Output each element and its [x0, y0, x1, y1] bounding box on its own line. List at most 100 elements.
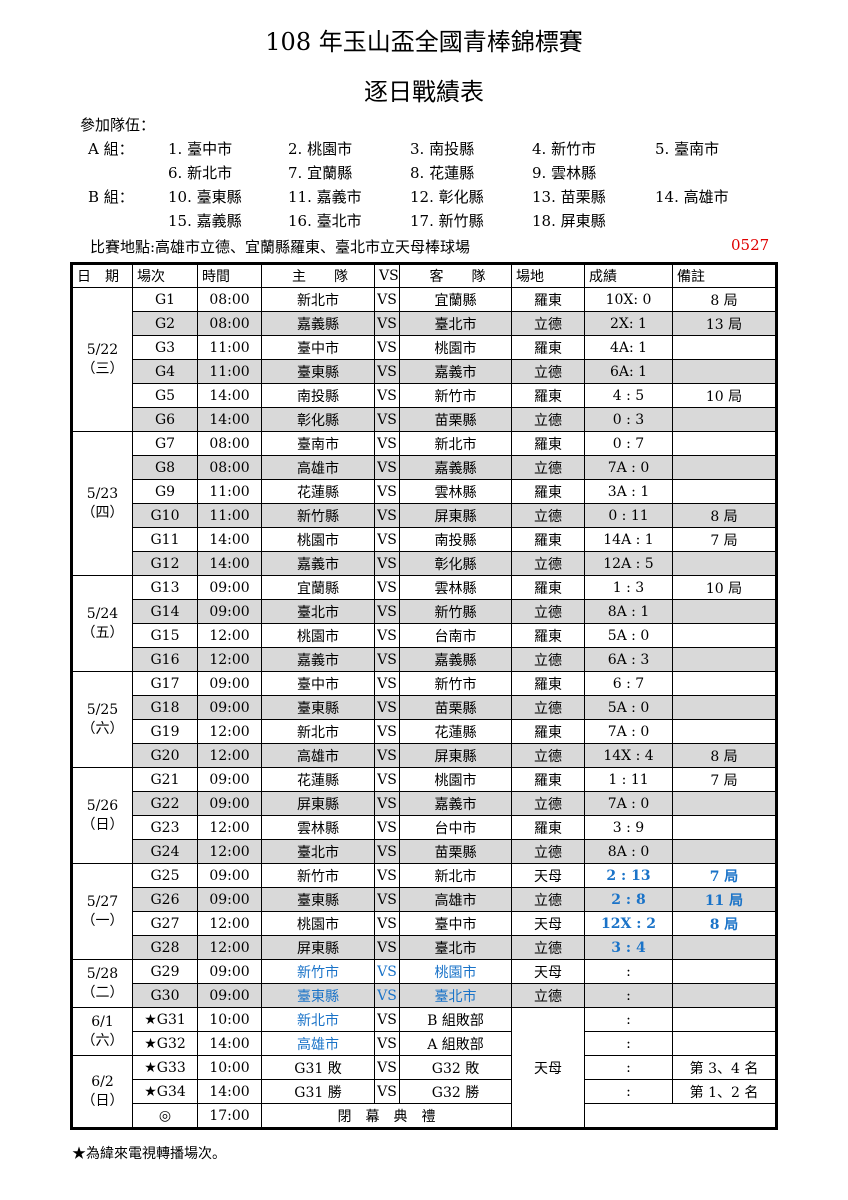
table-row: 6/2 （日） ★G33 10:00 G31 敗 VS G32 敗:第 3、4 名 — [71, 1055, 777, 1129]
score: 4 : 5 — [584, 383, 673, 408]
vs: VS — [374, 839, 400, 864]
game-time: 14:00 — [197, 1079, 262, 1104]
home-team: 臺北市 — [261, 839, 375, 864]
game-time: 12:00 — [197, 647, 262, 672]
home-team: 新北市 — [261, 1007, 375, 1032]
game-time: 14:00 — [197, 383, 262, 408]
table-row: G12 14:00 嘉義市 VS 彰化縣 立德 12A : 5 — [72, 551, 777, 576]
game-time: 12:00 — [197, 815, 262, 840]
game-id: G11 — [132, 527, 198, 552]
vs: VS — [374, 335, 400, 360]
home-team: 桃園市 — [261, 527, 375, 552]
vs: VS — [374, 599, 400, 624]
notes — [672, 1031, 777, 1056]
home-team: 高雄市 — [261, 455, 375, 480]
score: 1 : 11 — [584, 767, 673, 792]
away-team: 新竹市 — [399, 383, 512, 408]
score: 7A : 0 — [584, 455, 673, 480]
notes: 第 1、2 名 — [672, 1079, 777, 1104]
home-team: 宜蘭縣 — [261, 575, 375, 600]
date: 5/28 — [86, 965, 119, 982]
weekday: （一） — [81, 912, 124, 929]
venue: 天母 — [511, 959, 585, 984]
home-team: 新竹縣 — [261, 503, 375, 528]
home-team: 桃園市 — [261, 911, 375, 936]
away-team: 桃園市 — [399, 335, 512, 360]
table-row: G2 08:00 嘉義縣 VS 臺北市 立德 2X: 1 13 局 — [72, 311, 777, 336]
game-id: G9 — [132, 479, 198, 504]
game-id: G22 — [132, 791, 198, 816]
score: 2 : 8 — [584, 887, 673, 912]
score: : — [584, 959, 673, 984]
game-id: G10 — [132, 503, 198, 528]
game-id: G6 — [132, 407, 198, 432]
team-entry: 13. 苗栗縣 — [532, 188, 606, 206]
participants-label: 參加隊伍： — [80, 116, 156, 134]
game-time: 09:00 — [197, 599, 262, 624]
game-id: G4 — [132, 359, 198, 384]
game-id: G29 — [132, 959, 198, 984]
table-row: G3 11:00 臺中市 VS 桃園市 羅東 4A: 1 — [72, 335, 777, 360]
game-time: 09:00 — [197, 791, 262, 816]
venue: 羅東 — [511, 815, 585, 840]
header-vs: VS — [374, 263, 400, 288]
notes: 10 局 — [672, 575, 777, 600]
away-team: 新竹市 — [399, 671, 512, 696]
game-id: G15 — [132, 623, 198, 648]
venue: 立德 — [511, 695, 585, 720]
score: : — [584, 1079, 673, 1104]
table-row: ★G34 14:00 G31 勝 VS G32 勝:第 1、2 名 — [72, 1079, 777, 1104]
venue: 立德 — [511, 839, 585, 864]
home-team: 臺南市 — [261, 431, 375, 456]
team-entry: 5. 臺南市 — [655, 140, 720, 158]
table-row: G26 09:00 臺東縣 VS 高雄市 立德 2 : 8 11 局 — [72, 887, 777, 912]
notes — [672, 815, 777, 840]
score: 14X : 4 — [584, 743, 673, 768]
date: 5/25 — [86, 701, 119, 718]
score: 1 : 3 — [584, 575, 673, 600]
venue: 天母 — [511, 863, 585, 888]
venue: 立德 — [511, 311, 585, 336]
notes — [672, 335, 777, 360]
home-team: 高雄市 — [261, 1031, 375, 1056]
notes — [672, 695, 777, 720]
team-entry: 10. 臺東縣 — [168, 188, 242, 206]
score: 12X : 2 — [584, 911, 673, 936]
venues-text: 比賽地點:高雄市立德、宜蘭縣羅東、臺北市立天母棒球場 — [90, 238, 471, 256]
game-id: G3 — [132, 335, 198, 360]
home-team: 臺東縣 — [261, 983, 375, 1008]
game-time: 10:00 — [197, 1055, 262, 1080]
away-team: 屏東縣 — [399, 743, 512, 768]
date: 6/2 — [91, 1073, 114, 1090]
game-time: 11:00 — [197, 359, 262, 384]
team-entry: 1. 臺中市 — [168, 140, 233, 158]
venue: 立德 — [511, 359, 585, 384]
date-cell: 5/25 （六） — [71, 671, 133, 768]
away-team: 嘉義市 — [399, 791, 512, 816]
notes: 8 局 — [672, 503, 777, 528]
home-team: 新竹市 — [261, 863, 375, 888]
score: 6 : 7 — [584, 671, 673, 696]
date-cell: 5/28 （二） — [71, 959, 133, 1008]
vs: VS — [374, 383, 400, 408]
venue: 羅東 — [511, 767, 585, 792]
vs: VS — [374, 791, 400, 816]
home-team: G31 敗 — [261, 1055, 375, 1080]
team-entry: 4. 新竹市 — [532, 140, 597, 158]
notes — [672, 719, 777, 744]
game-time: 09:00 — [197, 959, 262, 984]
score: : — [584, 1031, 673, 1056]
weekday: （二） — [81, 984, 124, 1001]
away-team: 雲林縣 — [399, 575, 512, 600]
home-team: 花蓮縣 — [261, 767, 375, 792]
ceremony-label: 閉 幕 典 禮 — [261, 1103, 512, 1129]
game-time: 12:00 — [197, 743, 262, 768]
header-game: 場次 — [132, 263, 198, 288]
header-home: 主 隊 — [261, 263, 375, 288]
vs: VS — [374, 1007, 400, 1032]
vs: VS — [374, 695, 400, 720]
game-id: G16 — [132, 647, 198, 672]
notes — [672, 479, 777, 504]
score: 8A : 0 — [584, 839, 673, 864]
away-team: 屏東縣 — [399, 503, 512, 528]
